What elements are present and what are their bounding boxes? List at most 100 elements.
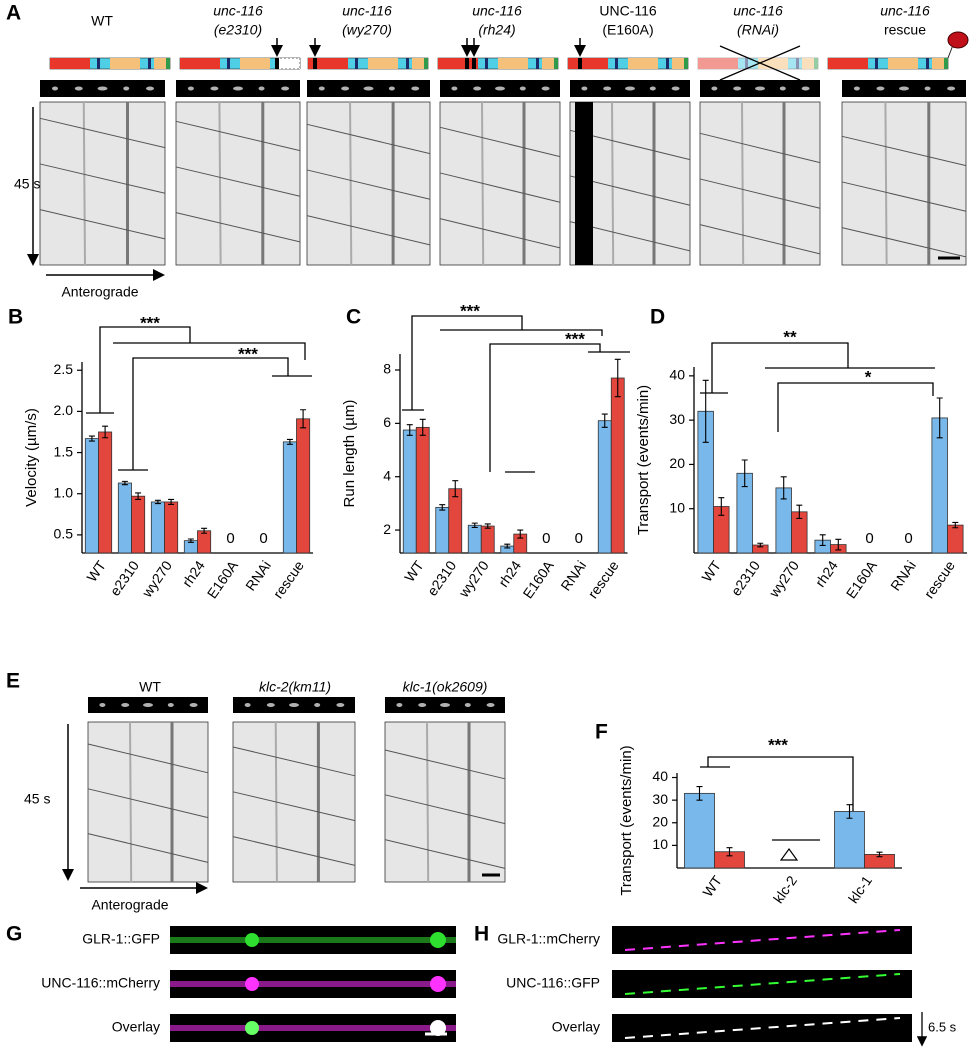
puncta	[97, 86, 108, 91]
puncta	[801, 86, 810, 91]
kymo-track	[741, 101, 745, 266]
puncta	[123, 86, 130, 91]
puncta	[143, 703, 153, 707]
micrograph	[612, 970, 912, 998]
kymo-track	[39, 163, 166, 194]
kymo-track	[39, 117, 166, 149]
significance-bracket	[700, 342, 935, 394]
y-tick-label: 2.0	[54, 402, 74, 418]
row-label: UNC-116::mCherry	[41, 975, 160, 991]
gene-mutation	[275, 58, 279, 69]
kymo-track	[611, 101, 615, 266]
moving-particle	[624, 973, 901, 995]
puncta	[314, 703, 321, 707]
y-axis-label: Run length (µm)	[341, 400, 358, 508]
x-tick-label: WT	[698, 557, 724, 584]
panel-label: D	[650, 306, 665, 329]
error-bar	[702, 379, 709, 443]
y-tick-label: 20	[669, 455, 685, 471]
kymograph	[439, 101, 561, 266]
bar	[467, 524, 482, 554]
x-tick-label: E160A	[204, 557, 242, 601]
puncta	[876, 86, 885, 91]
puncta	[74, 86, 83, 91]
puncta	[440, 703, 450, 707]
y-tick-label: 2.5	[54, 361, 74, 377]
value-label: 0	[575, 530, 583, 547]
puncta	[541, 86, 550, 91]
error-bar	[88, 435, 95, 442]
tag-stem	[947, 44, 954, 59]
puncta	[486, 703, 495, 707]
bar	[282, 441, 297, 554]
no-transport-symbol	[779, 847, 799, 861]
error-bar	[286, 438, 293, 445]
puncta	[167, 703, 174, 707]
moving-particle	[624, 1017, 901, 1039]
time-label: 6.5 s	[928, 1019, 957, 1034]
error-bar	[300, 409, 307, 429]
gene-diagram	[307, 57, 429, 70]
tag	[947, 31, 969, 49]
panel-label: G	[6, 923, 22, 946]
puncta	[899, 86, 909, 91]
value-label: 0	[542, 530, 550, 547]
gene-diagram	[49, 57, 171, 70]
gene-mutation	[465, 58, 469, 69]
puncta	[451, 86, 458, 91]
puncta	[418, 703, 427, 707]
error-bar	[846, 804, 853, 819]
x-tick-label: rescue	[585, 558, 622, 602]
error-bar	[406, 424, 413, 436]
significance-label: ***	[565, 329, 585, 348]
puncta	[245, 933, 259, 947]
y-tick-label: 40	[669, 367, 685, 383]
error-bar	[614, 358, 621, 398]
x-tick-label: RNAi	[242, 558, 274, 594]
puncta	[430, 932, 446, 948]
puncta	[187, 86, 194, 91]
significance-label: ***	[140, 313, 160, 332]
kymo-track	[232, 746, 356, 777]
y-tick-label: 2	[383, 521, 391, 537]
bar	[435, 506, 450, 554]
neurite	[170, 981, 456, 987]
puncta	[245, 1021, 259, 1035]
time-label: 45 s	[24, 791, 50, 807]
error-bar	[471, 522, 478, 528]
puncta	[495, 86, 505, 91]
error-bar	[952, 521, 959, 529]
panel-label: C	[346, 306, 361, 329]
puncta	[430, 976, 446, 992]
error-bar	[936, 397, 943, 439]
gene-mutation	[313, 58, 317, 69]
y-tick-label: 1.0	[54, 484, 74, 500]
significance-bracket	[700, 756, 854, 841]
kymo-track	[175, 166, 301, 197]
micrograph	[612, 1014, 912, 1042]
bar	[834, 811, 865, 869]
y-tick-label: 4	[383, 467, 391, 483]
puncta	[581, 86, 588, 91]
kymo-track	[349, 101, 353, 266]
x-tick-label: WT	[699, 872, 725, 899]
kymograph	[175, 101, 301, 266]
bar	[98, 431, 113, 554]
puncta	[52, 86, 58, 91]
x-tick-label: rh24	[812, 558, 841, 590]
kymo-track	[699, 178, 821, 209]
bar	[150, 501, 165, 554]
value-label: 0	[226, 530, 234, 547]
x-tick-label: WT	[401, 557, 427, 584]
gene-diagram	[827, 57, 949, 70]
direction-label: Anterograde	[91, 897, 168, 913]
error-bar	[187, 538, 194, 543]
kymo-track	[306, 123, 431, 155]
x-tick-label: rescue	[921, 558, 958, 602]
kymo-track	[306, 169, 431, 200]
kymo-track	[439, 126, 561, 158]
x-tick-label: wy270	[455, 557, 492, 600]
bar	[610, 377, 625, 554]
y-axis-label: Transport (events/min)	[618, 745, 635, 895]
